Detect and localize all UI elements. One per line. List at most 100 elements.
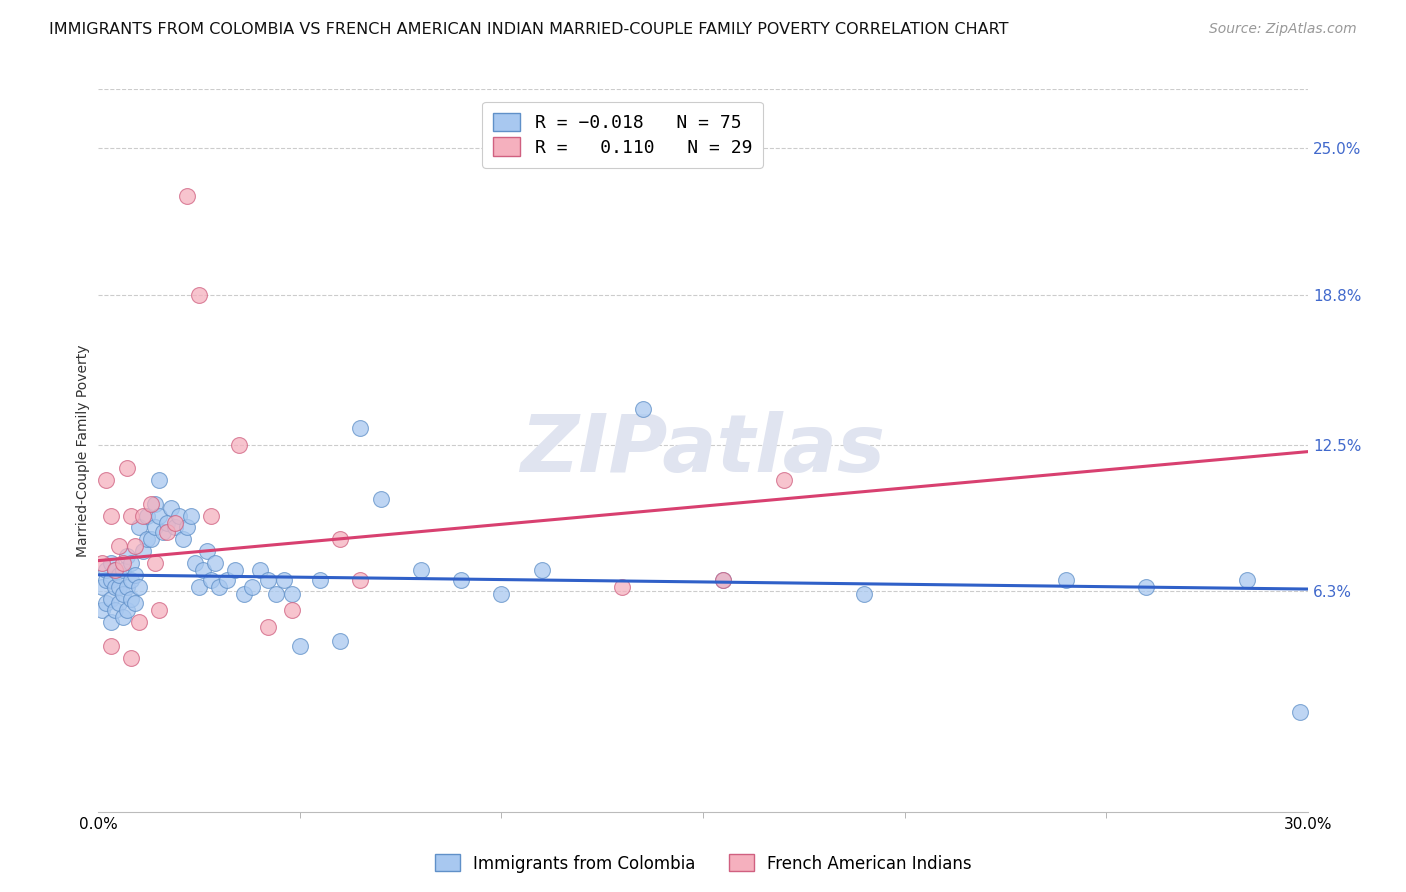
Point	[128, 580, 150, 594]
Point	[631, 402, 654, 417]
Point	[120, 508, 142, 523]
Point	[281, 603, 304, 617]
Point	[329, 533, 352, 547]
Point	[160, 501, 183, 516]
Point	[180, 508, 202, 523]
Point	[491, 587, 513, 601]
Point	[200, 573, 222, 587]
Legend: Immigrants from Colombia, French American Indians: Immigrants from Colombia, French America…	[427, 847, 979, 880]
Point	[176, 189, 198, 203]
Point	[148, 603, 170, 617]
Point	[409, 563, 432, 577]
Point	[1236, 573, 1258, 587]
Point	[264, 587, 287, 601]
Point	[156, 525, 179, 540]
Point	[184, 556, 207, 570]
Point	[115, 461, 138, 475]
Text: IMMIGRANTS FROM COLOMBIA VS FRENCH AMERICAN INDIAN MARRIED-COUPLE FAMILY POVERTY: IMMIGRANTS FROM COLOMBIA VS FRENCH AMERI…	[49, 22, 1008, 37]
Point	[128, 520, 150, 534]
Point	[156, 516, 179, 530]
Point	[450, 573, 472, 587]
Point	[103, 603, 125, 617]
Point	[96, 573, 118, 587]
Point	[115, 549, 138, 563]
Point	[111, 610, 134, 624]
Point	[100, 639, 122, 653]
Point	[711, 573, 734, 587]
Point	[853, 587, 876, 601]
Point	[195, 544, 218, 558]
Point	[208, 580, 231, 594]
Point	[200, 508, 222, 523]
Point	[107, 567, 129, 582]
Point	[148, 473, 170, 487]
Point	[530, 563, 553, 577]
Point	[115, 580, 138, 594]
Point	[143, 520, 166, 534]
Point	[139, 497, 162, 511]
Point	[96, 473, 118, 487]
Point	[1288, 705, 1310, 719]
Point	[107, 596, 129, 610]
Point	[612, 580, 634, 594]
Point	[249, 563, 271, 577]
Point	[100, 591, 122, 606]
Point	[217, 573, 239, 587]
Point	[91, 603, 114, 617]
Point	[370, 491, 392, 506]
Y-axis label: Married-Couple Family Poverty: Married-Couple Family Poverty	[76, 344, 90, 557]
Text: Source: ZipAtlas.com: Source: ZipAtlas.com	[1209, 22, 1357, 37]
Point	[96, 596, 118, 610]
Point	[228, 437, 250, 451]
Point	[143, 556, 166, 570]
Point	[167, 508, 190, 523]
Point	[240, 580, 263, 594]
Point	[96, 563, 118, 577]
Point	[256, 573, 278, 587]
Point	[256, 620, 278, 634]
Point	[124, 596, 146, 610]
Point	[139, 533, 162, 547]
Point	[111, 563, 134, 577]
Point	[100, 615, 122, 630]
Point	[120, 591, 142, 606]
Point	[204, 556, 226, 570]
Point	[711, 573, 734, 587]
Point	[103, 563, 125, 577]
Point	[111, 587, 134, 601]
Point	[135, 508, 157, 523]
Point	[111, 556, 134, 570]
Point	[91, 556, 114, 570]
Point	[107, 540, 129, 554]
Point	[124, 567, 146, 582]
Point	[772, 473, 794, 487]
Point	[120, 556, 142, 570]
Point	[143, 497, 166, 511]
Point	[193, 563, 215, 577]
Point	[120, 573, 142, 587]
Point	[132, 544, 155, 558]
Point	[1054, 573, 1077, 587]
Point	[1135, 580, 1157, 594]
Point	[100, 556, 122, 570]
Point	[103, 580, 125, 594]
Point	[148, 508, 170, 523]
Point	[128, 615, 150, 630]
Point	[281, 587, 304, 601]
Text: ZIPatlas: ZIPatlas	[520, 411, 886, 490]
Point	[224, 563, 246, 577]
Point	[188, 288, 211, 302]
Point	[273, 573, 295, 587]
Point	[103, 563, 125, 577]
Point	[288, 639, 311, 653]
Point	[100, 573, 122, 587]
Point	[349, 421, 371, 435]
Point	[163, 520, 186, 534]
Legend: R = −0.018   N = 75, R =   0.110   N = 29: R = −0.018 N = 75, R = 0.110 N = 29	[482, 102, 763, 168]
Point	[135, 533, 157, 547]
Point	[232, 587, 254, 601]
Point	[309, 573, 332, 587]
Point	[100, 508, 122, 523]
Point	[115, 603, 138, 617]
Point	[188, 580, 211, 594]
